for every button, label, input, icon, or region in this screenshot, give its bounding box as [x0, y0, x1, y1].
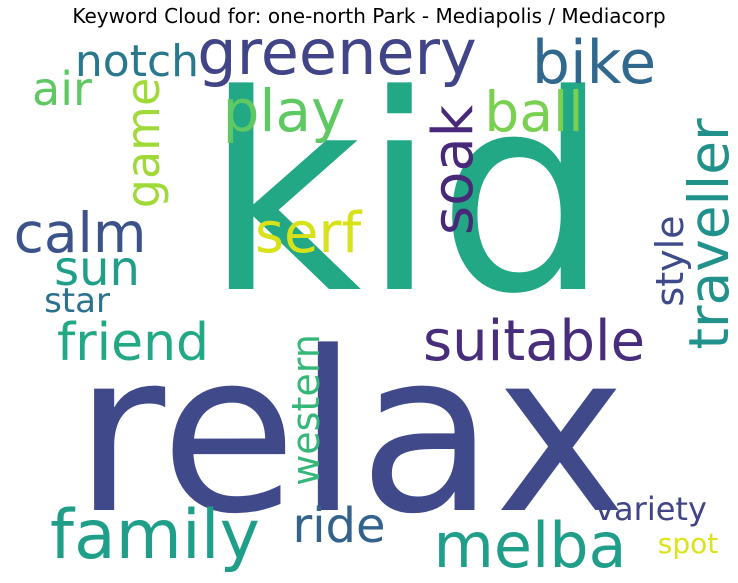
word-traveller: traveller [677, 118, 738, 350]
word-relax: relax [74, 305, 626, 563]
word-star: star [44, 281, 110, 321]
word-air: air [32, 62, 92, 116]
word-ride: ride [292, 498, 385, 554]
word-sun: sun [54, 241, 140, 297]
word-kid: kid [204, 38, 610, 354]
word-greenery: greenery [197, 16, 476, 89]
word-family: family [50, 496, 260, 575]
word-bike: bike [532, 28, 656, 98]
word-western: western [284, 334, 328, 486]
figure-title: Keyword Cloud for: one-north Park - Medi… [72, 4, 666, 28]
word-ball: ball [484, 80, 583, 144]
word-game: game [116, 78, 170, 209]
word-variety: variety [595, 490, 707, 528]
word-style: style [648, 215, 692, 306]
word-friend: friend [57, 313, 209, 373]
word-suitable: suitable [423, 309, 645, 374]
word-play: play [223, 77, 346, 145]
word-notch: notch [75, 36, 199, 87]
word-soak: soak [421, 104, 486, 235]
word-spot: spot [658, 527, 718, 560]
word-melba: melba [433, 509, 626, 582]
word-calm: calm [14, 201, 147, 265]
word-serf: serf [255, 201, 363, 266]
